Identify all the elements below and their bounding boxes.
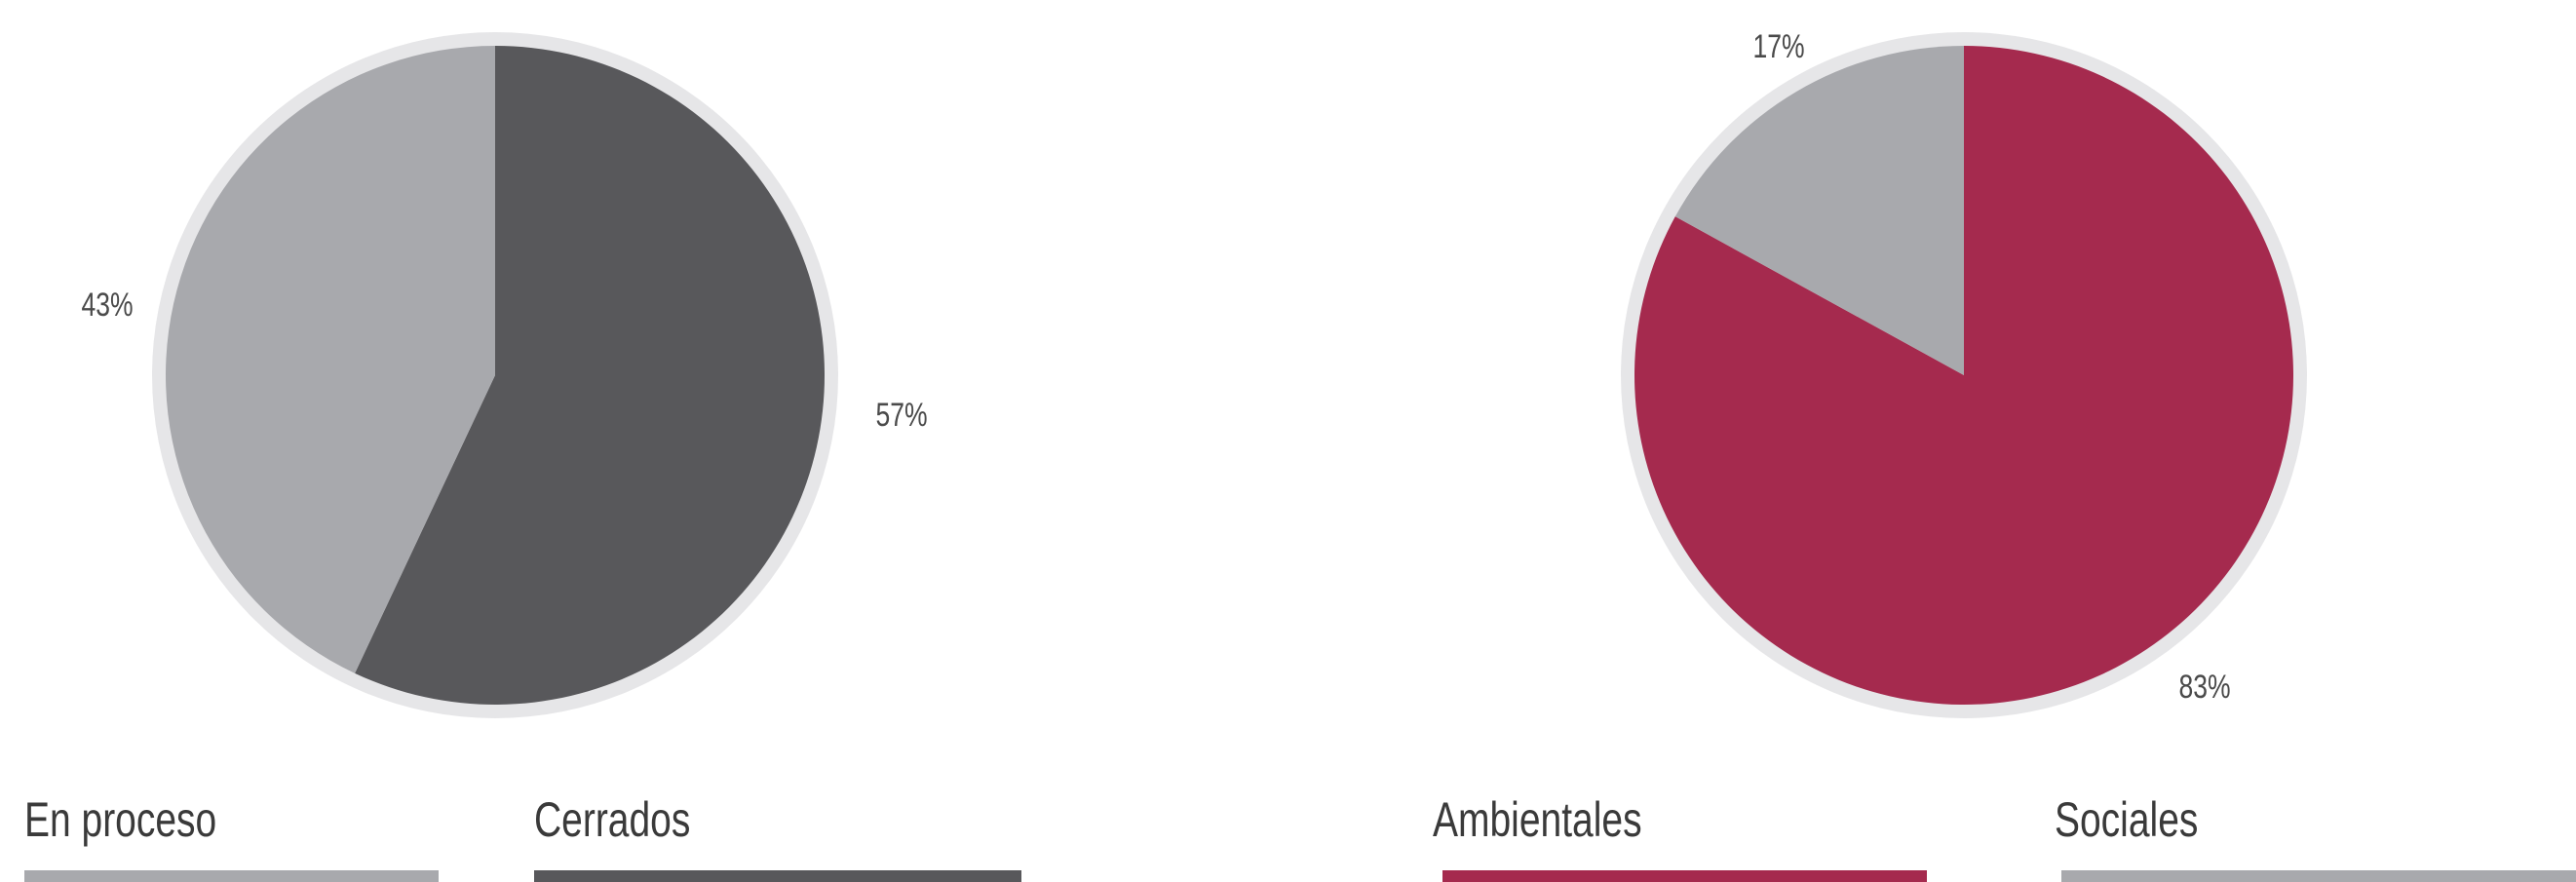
legend-swatch-ambientales (1442, 870, 1927, 882)
legend-swatch-cerrados (534, 870, 1021, 882)
legend-label-en-proceso: En proceso (24, 791, 216, 847)
slice-value-label-cerrados: 57% (875, 397, 927, 434)
slice-value-label-en-proceso: 43% (81, 287, 133, 324)
pie-slice-cerrados (355, 46, 826, 705)
pie-chart-type: 83% 17% Ambientales Sociales (1433, 28, 2576, 882)
pie-slice-ambientales (1634, 46, 2294, 705)
pie-slice-sociales (1674, 46, 1964, 375)
legend-swatch-sociales (2061, 870, 2576, 882)
slice-value-label-ambientales: 83% (2178, 669, 2230, 706)
legend-label-cerrados: Cerrados (534, 791, 690, 847)
legend-label-ambientales: Ambientales (1433, 791, 1642, 847)
pie-slice-en-proceso (166, 46, 495, 673)
legend-label-sociales: Sociales (2055, 791, 2198, 847)
slice-value-label-sociales: 17% (1752, 28, 1804, 65)
legend-swatch-en-proceso (24, 870, 439, 882)
pie-chart-status: 57% 43% En proceso Cerrados (24, 32, 1021, 882)
